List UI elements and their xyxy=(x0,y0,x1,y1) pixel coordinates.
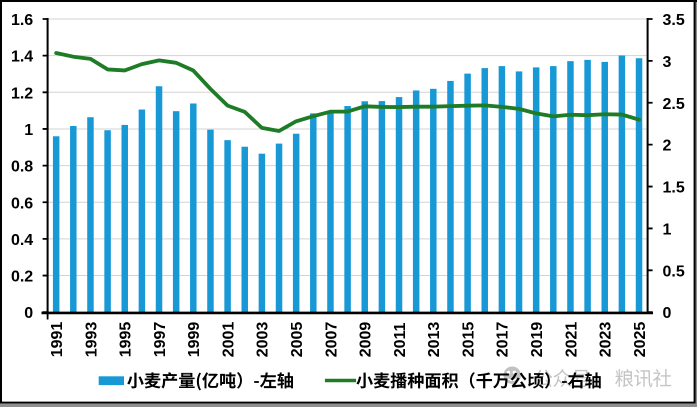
svg-text:2025: 2025 xyxy=(632,322,649,358)
svg-text:2: 2 xyxy=(663,138,672,155)
svg-text:0: 0 xyxy=(24,305,33,322)
svg-text:1.4: 1.4 xyxy=(11,49,33,66)
svg-text:1991: 1991 xyxy=(49,322,66,358)
svg-text:2009: 2009 xyxy=(358,322,375,358)
svg-text:1: 1 xyxy=(24,122,33,139)
svg-text:1995: 1995 xyxy=(118,322,135,358)
svg-text:0: 0 xyxy=(663,305,672,322)
svg-text:3.5: 3.5 xyxy=(663,12,685,29)
svg-text:2007: 2007 xyxy=(323,322,340,358)
svg-text:3: 3 xyxy=(663,54,672,71)
svg-text:2013: 2013 xyxy=(426,322,443,358)
svg-text:2011: 2011 xyxy=(392,322,409,357)
svg-text:0.5: 0.5 xyxy=(663,263,685,280)
svg-text:1.6: 1.6 xyxy=(11,12,33,29)
svg-text:2021: 2021 xyxy=(563,322,580,358)
svg-text:2001: 2001 xyxy=(220,322,237,358)
svg-text:0.4: 0.4 xyxy=(11,232,33,249)
svg-text:1: 1 xyxy=(663,221,672,238)
svg-text:0.6: 0.6 xyxy=(11,195,33,212)
svg-text:2005: 2005 xyxy=(289,322,306,358)
svg-text:1.2: 1.2 xyxy=(11,85,33,102)
svg-text:0.8: 0.8 xyxy=(11,159,33,176)
svg-text:2017: 2017 xyxy=(495,322,512,358)
svg-text:1.5: 1.5 xyxy=(663,180,685,197)
svg-text:2015: 2015 xyxy=(460,322,477,358)
svg-text:0.2: 0.2 xyxy=(11,269,33,286)
svg-text:2019: 2019 xyxy=(529,322,546,358)
svg-text:1997: 1997 xyxy=(152,322,169,358)
svg-text:2.5: 2.5 xyxy=(663,96,685,113)
svg-text:1999: 1999 xyxy=(186,322,203,358)
svg-text:2023: 2023 xyxy=(598,322,615,358)
svg-text:2003: 2003 xyxy=(255,322,272,358)
svg-text:1993: 1993 xyxy=(83,322,100,358)
